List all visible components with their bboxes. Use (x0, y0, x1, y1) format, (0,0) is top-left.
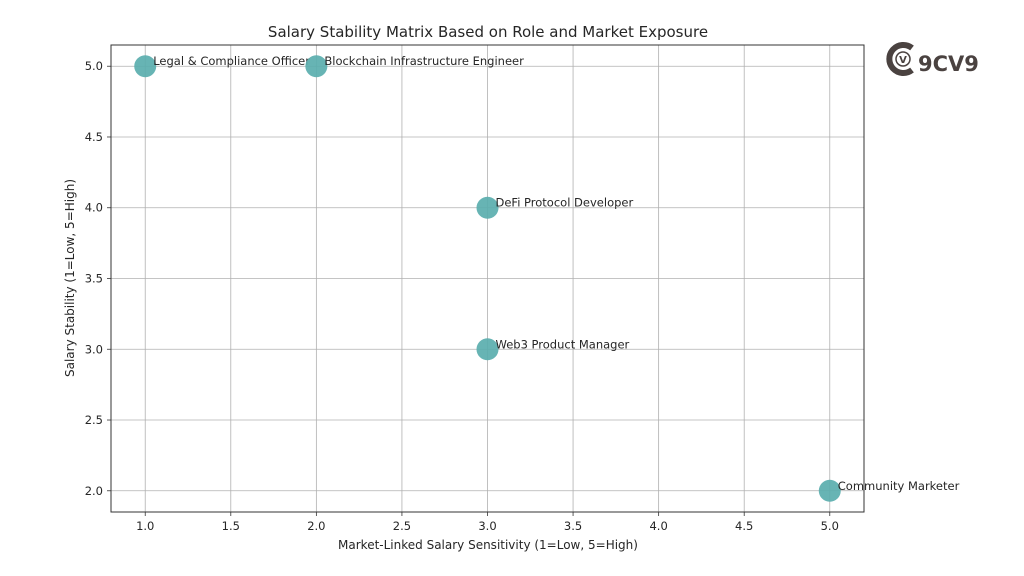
logo-text: 9CV9 (918, 52, 979, 76)
x-tick-label: 3.0 (478, 519, 496, 533)
y-axis-label: Salary Stability (1=Low, 5=High) (63, 179, 77, 377)
x-tick-label: 1.0 (136, 519, 154, 533)
x-tick-label: 3.5 (564, 519, 582, 533)
y-tick-label: 4.5 (85, 130, 103, 144)
chart-title: Salary Stability Matrix Based on Role an… (268, 23, 708, 41)
point-label: DeFi Protocol Developer (496, 196, 634, 210)
y-tick-label: 2.0 (85, 484, 103, 498)
point-marker (134, 55, 157, 78)
grid (111, 45, 864, 512)
y-tick-label: 2.5 (85, 413, 103, 427)
point-label: Web3 Product Manager (496, 337, 630, 351)
point-marker (476, 338, 499, 361)
data-points: Legal & Compliance Officer Blockchain Inf… (134, 54, 960, 502)
axis-ticks: 1.0 1.5 2.0 2.5 3.0 3.5 4.0 4.5 5.0 2.0 2.5 3.0 3.5 4… (85, 59, 839, 533)
x-tick-label: 2.0 (307, 519, 325, 533)
point-marker (305, 55, 328, 78)
point-label: Blockchain Infrastructure Engineer (324, 54, 524, 68)
data-point: DeFi Protocol Developer (476, 196, 634, 219)
logo-badge-letter: V (899, 55, 907, 66)
x-tick-label: 4.5 (735, 519, 753, 533)
y-tick-label: 5.0 (85, 59, 103, 73)
x-tick-label: 4.0 (649, 519, 667, 533)
logo-badge-icon: V (886, 42, 914, 76)
point-label: Legal & Compliance Officer (153, 54, 310, 68)
data-point: Legal & Compliance Officer (134, 54, 310, 78)
point-marker (476, 196, 499, 219)
x-tick-label: 2.5 (393, 519, 411, 533)
y-tick-label: 3.5 (85, 272, 103, 286)
point-marker (818, 479, 841, 502)
x-tick-label: 5.0 (821, 519, 839, 533)
x-axis-label: Market-Linked Salary Sensitivity (1=Low,… (338, 538, 638, 552)
y-tick-label: 4.0 (85, 201, 103, 215)
x-tick-label: 1.5 (222, 519, 240, 533)
data-point: Community Marketer (818, 479, 960, 502)
data-point: Blockchain Infrastructure Engineer (305, 54, 524, 78)
data-point: Web3 Product Manager (476, 337, 630, 361)
9cv9-logo: V 9CV9 (886, 42, 979, 76)
y-tick-label: 3.0 (85, 342, 103, 356)
point-label: Community Marketer (838, 479, 960, 493)
